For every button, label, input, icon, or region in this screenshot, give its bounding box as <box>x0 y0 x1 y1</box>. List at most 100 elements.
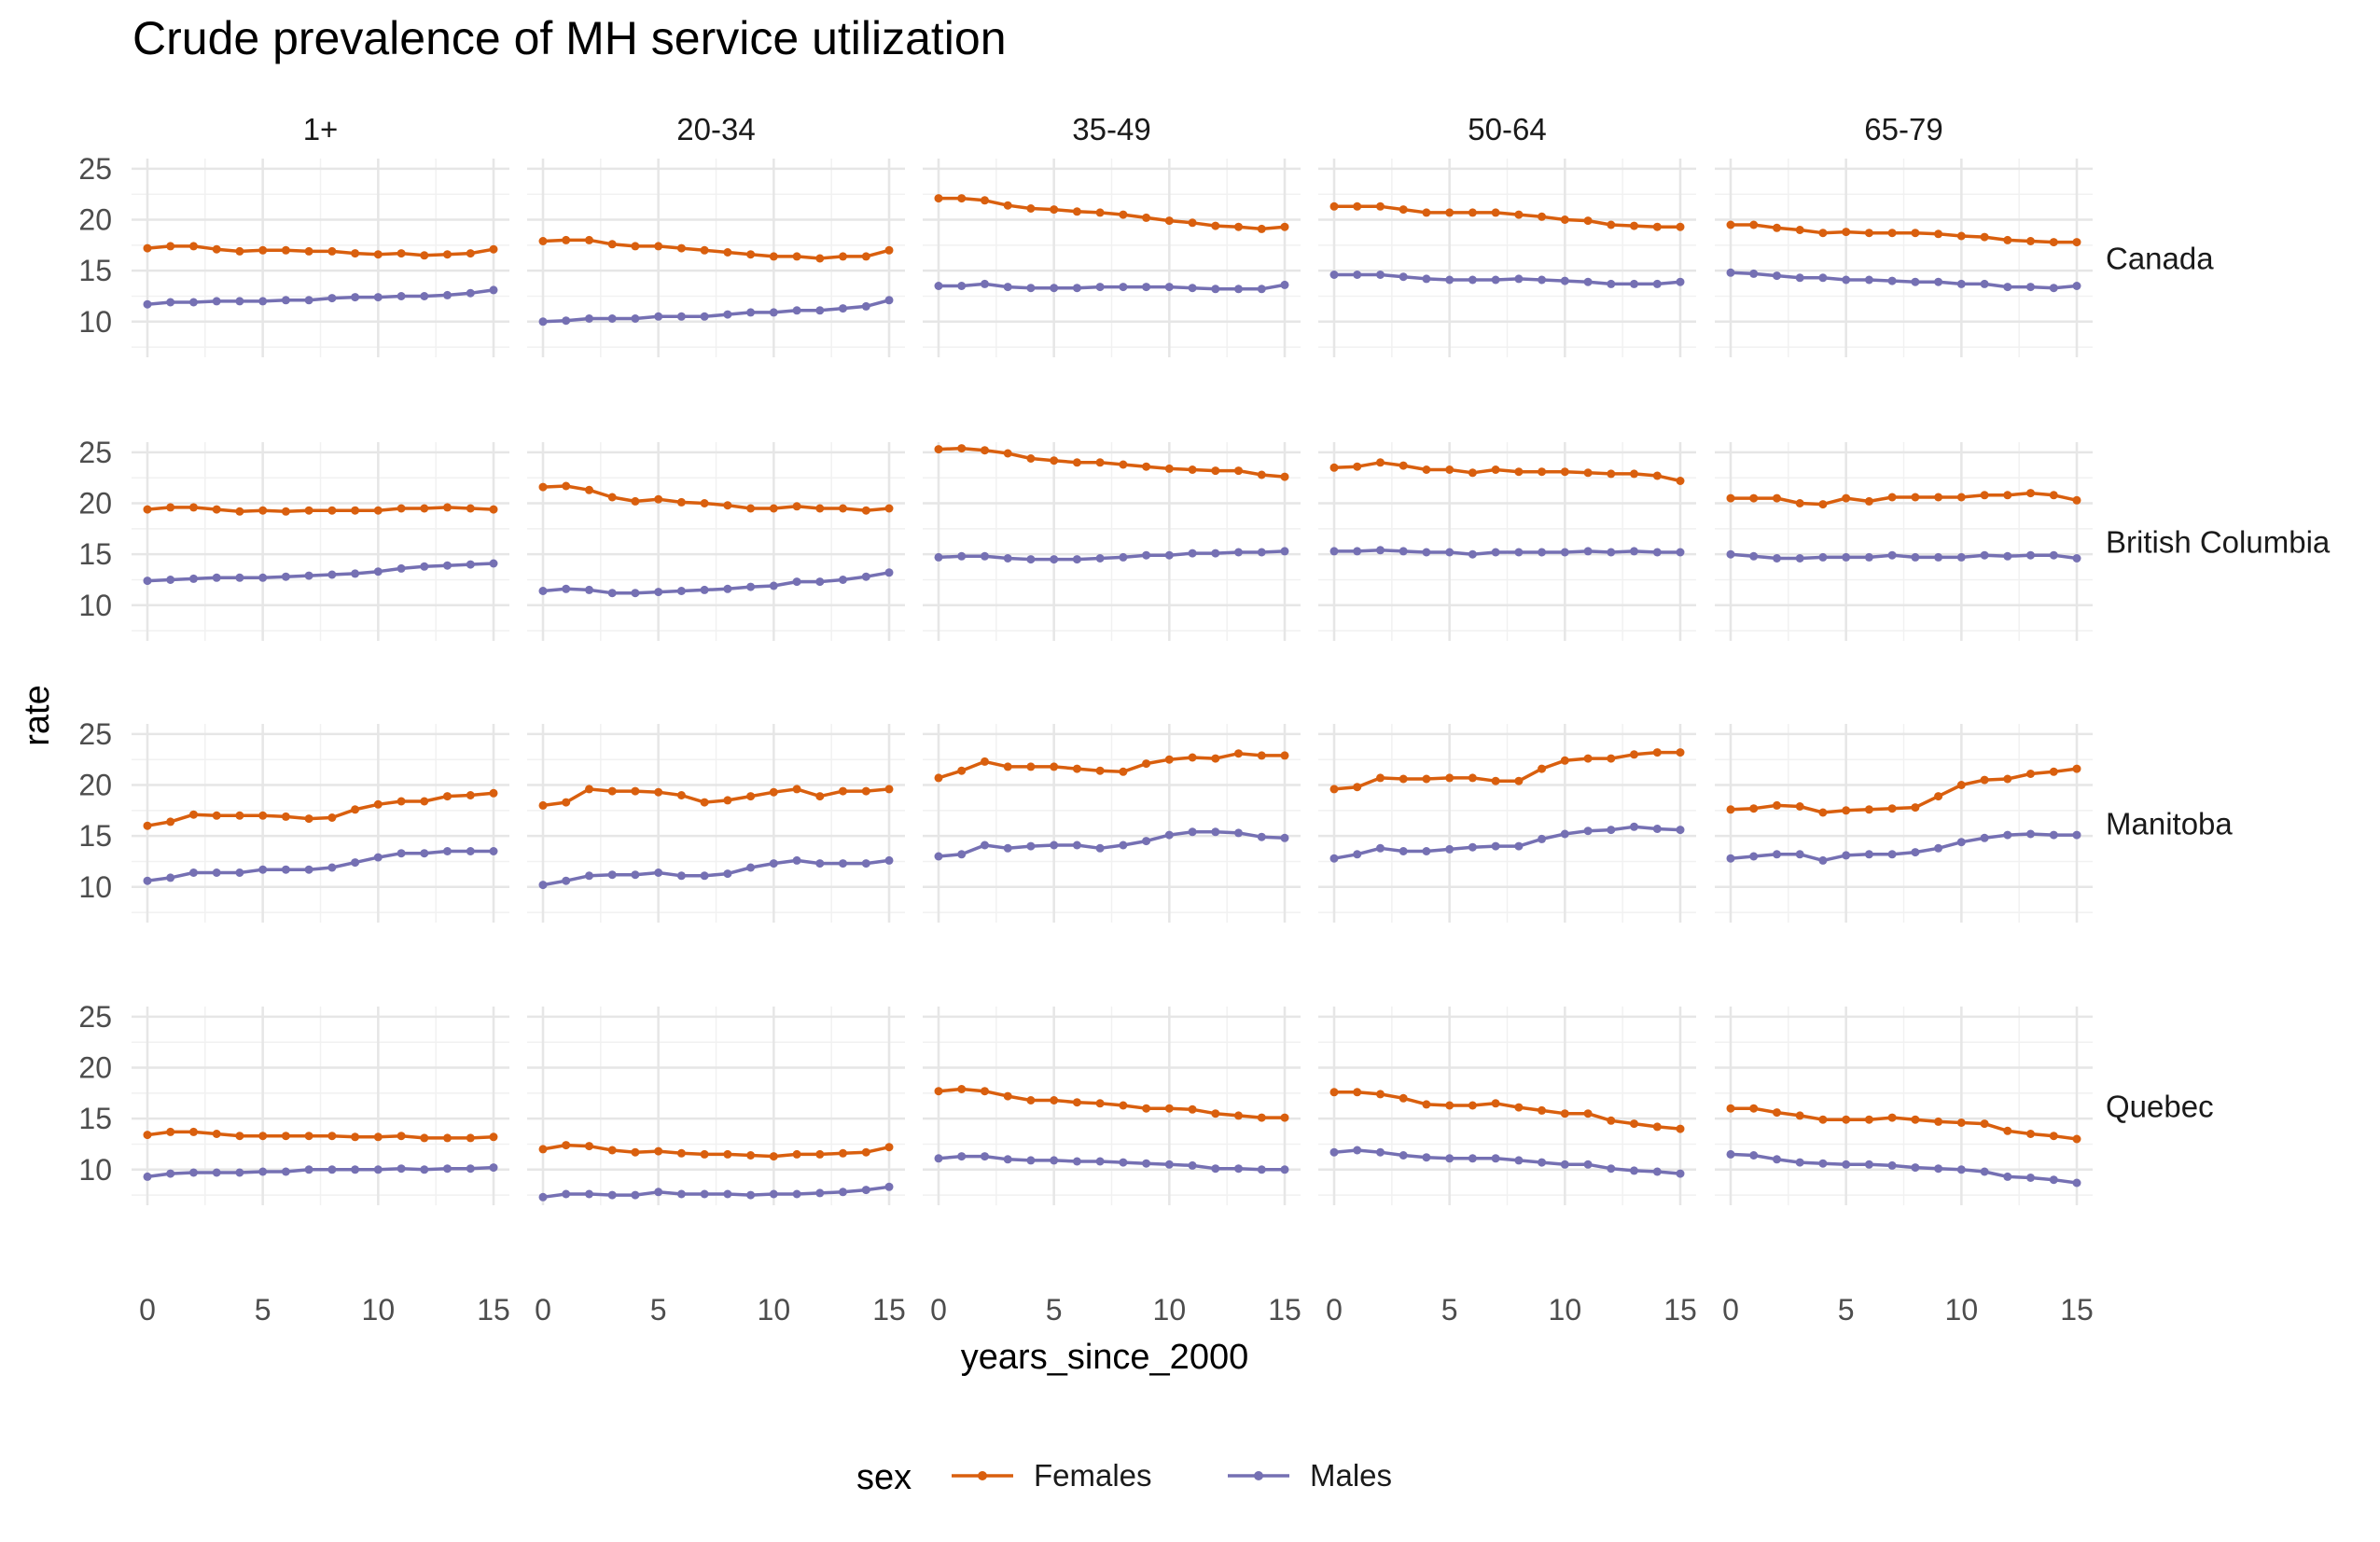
data-point-females <box>2026 1130 2035 1138</box>
data-point-females <box>1514 467 1524 477</box>
series-line-males <box>146 288 494 306</box>
data-point-males <box>420 1165 429 1174</box>
data-point-males <box>1050 284 1059 293</box>
data-point-males <box>631 1190 640 1200</box>
y-tick-label: 25 <box>78 436 112 469</box>
y-tick-label: 15 <box>78 819 112 853</box>
data-point-males <box>654 312 663 321</box>
data-point-females <box>1422 208 1431 217</box>
data-point-females <box>235 811 244 820</box>
data-point-males <box>212 868 221 877</box>
data-point-males <box>746 308 756 317</box>
data-point-males <box>327 1165 337 1174</box>
data-point-females <box>2003 1126 2012 1135</box>
data-point-males <box>1560 1160 1569 1169</box>
data-point-males <box>1911 552 1920 562</box>
data-point-males <box>2072 554 2081 563</box>
data-point-females <box>700 499 709 507</box>
data-point-males <box>304 571 313 580</box>
data-point-females <box>607 786 617 796</box>
series-line-males <box>1730 552 2078 561</box>
facet-strip-label-row: Manitoba <box>2106 807 2233 841</box>
y-tick-label: 20 <box>78 1051 112 1085</box>
data-point-females <box>769 504 778 513</box>
data-point-females <box>166 503 175 512</box>
data-point-females <box>143 1131 152 1140</box>
data-point-females <box>562 798 571 807</box>
data-point-males <box>1003 283 1012 292</box>
x-tick-label: 5 <box>1046 1293 1063 1327</box>
data-point-males <box>1119 1158 1128 1167</box>
data-point-females <box>934 773 943 783</box>
data-point-females <box>1234 222 1243 231</box>
series-line-females <box>1731 491 2078 507</box>
data-point-males <box>304 296 313 305</box>
data-point-females <box>723 796 732 805</box>
data-point-females <box>957 444 967 453</box>
data-point-males <box>1630 279 1638 288</box>
data-point-females <box>2003 235 2012 244</box>
data-point-males <box>1842 851 1851 860</box>
data-point-males <box>489 1163 498 1173</box>
data-point-males <box>1142 837 1151 846</box>
data-point-females <box>585 485 593 494</box>
data-point-females <box>1119 1101 1128 1110</box>
data-point-males <box>1491 548 1500 557</box>
data-point-males <box>1773 271 1781 281</box>
data-point-females <box>1468 773 1477 783</box>
data-point-females <box>1050 205 1059 215</box>
data-point-females <box>631 242 640 251</box>
data-point-males <box>934 552 943 562</box>
series-line-males <box>1730 271 2078 290</box>
data-point-males <box>235 573 244 582</box>
data-point-females <box>1050 456 1059 465</box>
series-line-females <box>938 1087 1285 1119</box>
data-point-males <box>143 876 152 885</box>
data-point-females <box>1652 222 1662 231</box>
data-point-males <box>1026 841 1036 851</box>
data-point-females <box>1795 226 1804 234</box>
data-point-males <box>373 853 383 862</box>
series-line-females <box>146 1130 494 1140</box>
data-point-males <box>1257 1165 1266 1174</box>
data-point-males <box>1353 850 1362 859</box>
series-line-males <box>1333 1148 1681 1175</box>
data-point-males <box>212 573 221 582</box>
data-point-males <box>1818 1159 1828 1168</box>
data-point-males <box>1864 850 1873 859</box>
data-point-males <box>562 1189 571 1199</box>
data-point-males <box>443 561 452 570</box>
data-point-females <box>562 1141 571 1150</box>
data-point-males <box>1399 1151 1408 1160</box>
data-point-females <box>654 1146 663 1156</box>
data-point-males <box>1887 550 1897 560</box>
data-point-males <box>1072 840 1081 850</box>
data-point-males <box>1538 275 1547 285</box>
data-point-females <box>1795 499 1804 507</box>
data-point-females <box>700 1149 709 1159</box>
data-point-females <box>1560 756 1569 765</box>
data-point-males <box>1234 548 1243 557</box>
data-point-females <box>1234 466 1243 476</box>
data-point-males <box>2072 1178 2081 1188</box>
data-point-males <box>769 859 778 868</box>
data-point-males <box>1773 554 1781 563</box>
data-point-males <box>235 868 244 877</box>
data-point-females <box>1257 751 1266 760</box>
data-point-males <box>327 863 337 872</box>
data-point-males <box>466 560 475 569</box>
data-point-males <box>1376 1147 1385 1157</box>
data-point-males <box>1795 1158 1804 1167</box>
data-point-females <box>1842 1115 1851 1124</box>
data-point-females <box>1491 208 1500 217</box>
data-point-males <box>769 581 778 590</box>
data-point-males <box>420 292 429 300</box>
data-point-males <box>815 859 825 868</box>
data-point-males <box>700 312 709 321</box>
data-point-females <box>1887 804 1897 813</box>
data-point-males <box>607 870 617 880</box>
y-tick-label: 15 <box>78 254 112 287</box>
data-point-females <box>1887 1113 1897 1122</box>
data-point-males <box>1560 548 1569 557</box>
data-point-males <box>1026 1156 1036 1165</box>
